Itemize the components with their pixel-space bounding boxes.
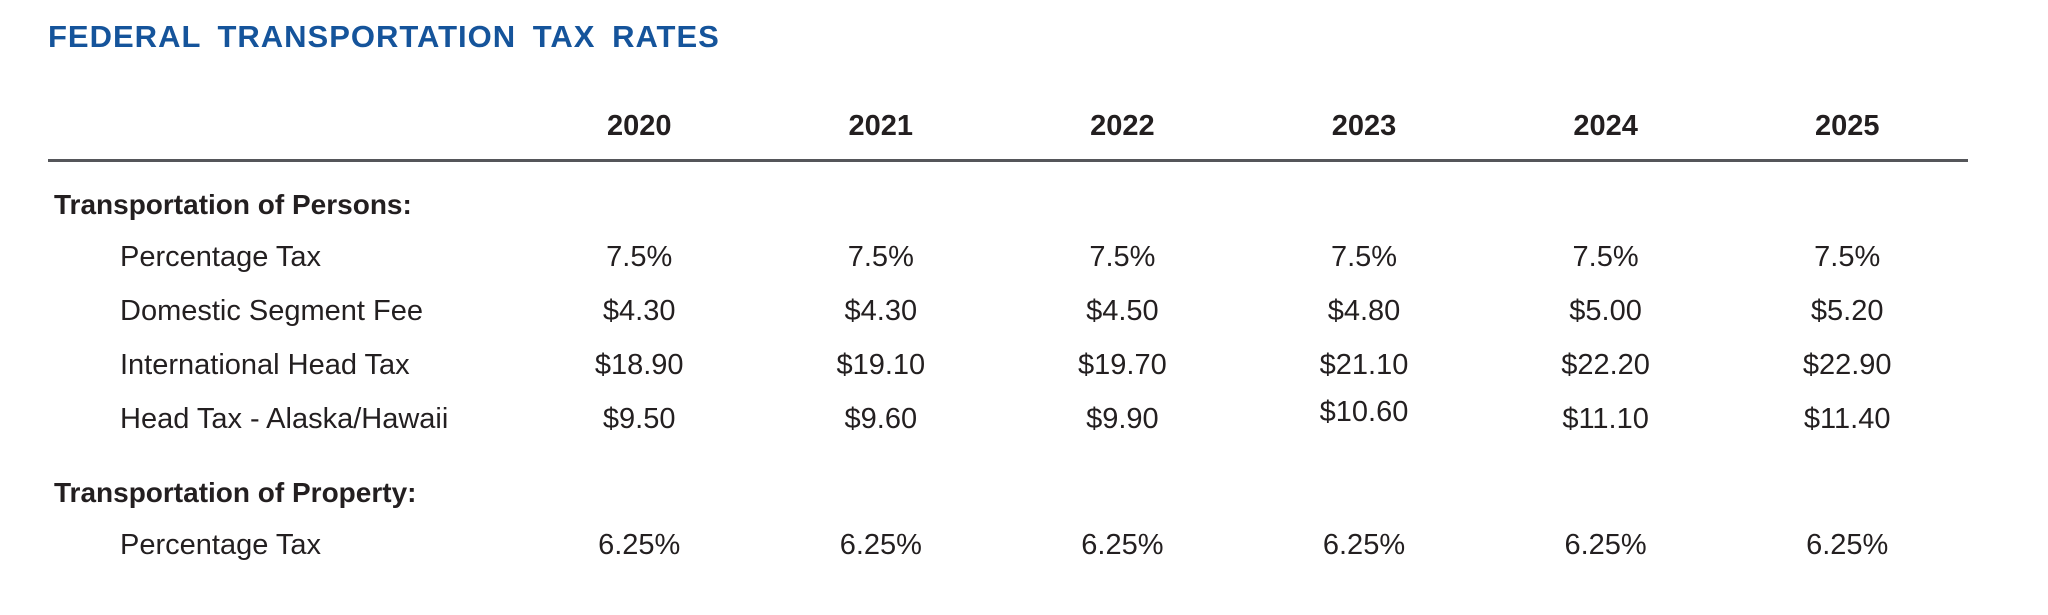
table-row: Domestic Segment Fee $4.30 $4.30 $4.50 $4.80… bbox=[48, 284, 1968, 338]
value-text: $9.90 bbox=[1086, 403, 1159, 435]
value-cell: 7.5% bbox=[518, 230, 760, 284]
value-cell: $10.60 bbox=[1243, 392, 1485, 446]
label-column-header bbox=[48, 88, 518, 161]
row-label: Percentage Tax bbox=[120, 241, 321, 273]
value-cell: $19.10 bbox=[760, 338, 1002, 392]
value-cell: 6.25% bbox=[760, 518, 1002, 572]
value-cell: 6.25% bbox=[1243, 518, 1485, 572]
year-column-header: 2020 bbox=[606, 110, 672, 142]
value-text: 6.25% bbox=[1564, 529, 1647, 561]
value-cell: $22.90 bbox=[1726, 338, 1968, 392]
section-label: Transportation of Property: bbox=[54, 477, 417, 508]
value-cell: $4.50 bbox=[1002, 284, 1244, 338]
year-column-header: 2025 bbox=[1814, 110, 1880, 142]
value-cell: 7.5% bbox=[1002, 230, 1244, 284]
value-text: $4.30 bbox=[602, 295, 676, 327]
value-cell: $22.20 bbox=[1485, 338, 1727, 392]
value-text: 6.25% bbox=[1081, 529, 1164, 561]
value-text: 6.25% bbox=[839, 529, 922, 561]
value-cell: $21.10 bbox=[1243, 338, 1485, 392]
section-row: Transportation of Property: bbox=[48, 446, 1968, 518]
value-text: 7.5% bbox=[606, 241, 673, 273]
value-text: $11.10 bbox=[1562, 403, 1649, 435]
value-text: 6.25% bbox=[1322, 529, 1406, 561]
value-cell: $5.00 bbox=[1485, 284, 1727, 338]
value-text: 7.5% bbox=[1572, 241, 1639, 273]
value-cell: 6.25% bbox=[1726, 518, 1968, 572]
value-text: $4.30 bbox=[844, 295, 918, 327]
value-cell: $11.10 bbox=[1485, 392, 1727, 446]
row-label: Percentage Tax bbox=[120, 529, 321, 561]
value-cell: $4.30 bbox=[518, 284, 760, 338]
value-text: $22.90 bbox=[1802, 349, 1892, 381]
value-text: 6.25% bbox=[598, 529, 681, 561]
value-cell: 7.5% bbox=[1485, 230, 1727, 284]
value-text: $10.60 bbox=[1319, 396, 1409, 428]
year-column-header: 2023 bbox=[1331, 110, 1397, 142]
table-row: Percentage Tax 7.5% 7.5% 7.5% 7.5% 7.5% 7.5% bbox=[48, 230, 1968, 284]
value-cell: $4.30 bbox=[760, 284, 1002, 338]
row-label: Head Tax - Alaska/Hawaii bbox=[120, 403, 449, 435]
value-cell: 7.5% bbox=[1243, 230, 1485, 284]
value-text: $21.10 bbox=[1319, 349, 1409, 381]
value-cell: 7.5% bbox=[760, 230, 1002, 284]
value-cell: $5.20 bbox=[1726, 284, 1968, 338]
value-cell: $19.70 bbox=[1002, 338, 1244, 392]
value-cell: 7.5% bbox=[1726, 230, 1968, 284]
value-cell: $4.80 bbox=[1243, 284, 1485, 338]
value-text: $11.40 bbox=[1803, 403, 1891, 435]
table-row: Percentage Tax 6.25% 6.25% 6.25% 6.25% 6.25% 6… bbox=[48, 518, 1968, 572]
value-text: $19.70 bbox=[1078, 349, 1167, 381]
value-text: $4.50 bbox=[1086, 295, 1159, 327]
value-cell: $9.90 bbox=[1002, 392, 1244, 446]
value-text: $19.10 bbox=[836, 349, 926, 381]
table-row: International Head Tax $18.90 $19.10 $19.70… bbox=[48, 338, 1968, 392]
value-cell: $9.50 bbox=[518, 392, 760, 446]
table-header: 2020 2021 2022 2023 2024 2025 bbox=[48, 88, 1968, 161]
value-text: $5.20 bbox=[1810, 295, 1884, 327]
value-cell: $9.60 bbox=[760, 392, 1002, 446]
value-text: 7.5% bbox=[1089, 241, 1156, 273]
value-text: $9.60 bbox=[844, 403, 918, 435]
value-text: $5.00 bbox=[1569, 295, 1642, 327]
value-text: $18.90 bbox=[594, 349, 684, 381]
value-cell: 6.25% bbox=[1485, 518, 1727, 572]
value-text: 7.5% bbox=[1814, 241, 1881, 273]
value-cell: 6.25% bbox=[1002, 518, 1244, 572]
federal-transportation-tax-rates-table: 2020 2021 2022 2023 2024 2025 Transportation … bbox=[48, 88, 1968, 572]
value-text: $9.50 bbox=[602, 403, 676, 435]
table-row: Head Tax - Alaska/Hawaii $9.50 $9.60 $9.90 $… bbox=[48, 392, 1968, 446]
section-label: Transportation of Persons: bbox=[54, 189, 412, 220]
row-label: International Head Tax bbox=[120, 349, 410, 381]
value-text: $4.80 bbox=[1327, 295, 1401, 327]
value-text: 7.5% bbox=[847, 241, 914, 273]
value-cell: $11.40 bbox=[1726, 392, 1968, 446]
value-cell: $18.90 bbox=[518, 338, 760, 392]
table-body: Transportation of Persons: Percentage Tax… bbox=[48, 161, 1968, 573]
year-column-header: 2024 bbox=[1573, 110, 1638, 142]
page-title: FEDERAL TRANSPORTATION TAX RATES bbox=[48, 19, 720, 54]
value-text: 7.5% bbox=[1330, 241, 1398, 273]
row-label: Domestic Segment Fee bbox=[120, 295, 424, 327]
value-cell: 6.25% bbox=[518, 518, 760, 572]
value-text: 6.25% bbox=[1806, 529, 1889, 561]
year-column-header: 2022 bbox=[1090, 110, 1155, 142]
value-text: $22.20 bbox=[1561, 349, 1650, 381]
section-row: Transportation of Persons: bbox=[48, 161, 1968, 231]
year-header-row: 2020 2021 2022 2023 2024 2025 bbox=[48, 88, 1968, 161]
year-column-header: 2021 bbox=[848, 110, 914, 142]
